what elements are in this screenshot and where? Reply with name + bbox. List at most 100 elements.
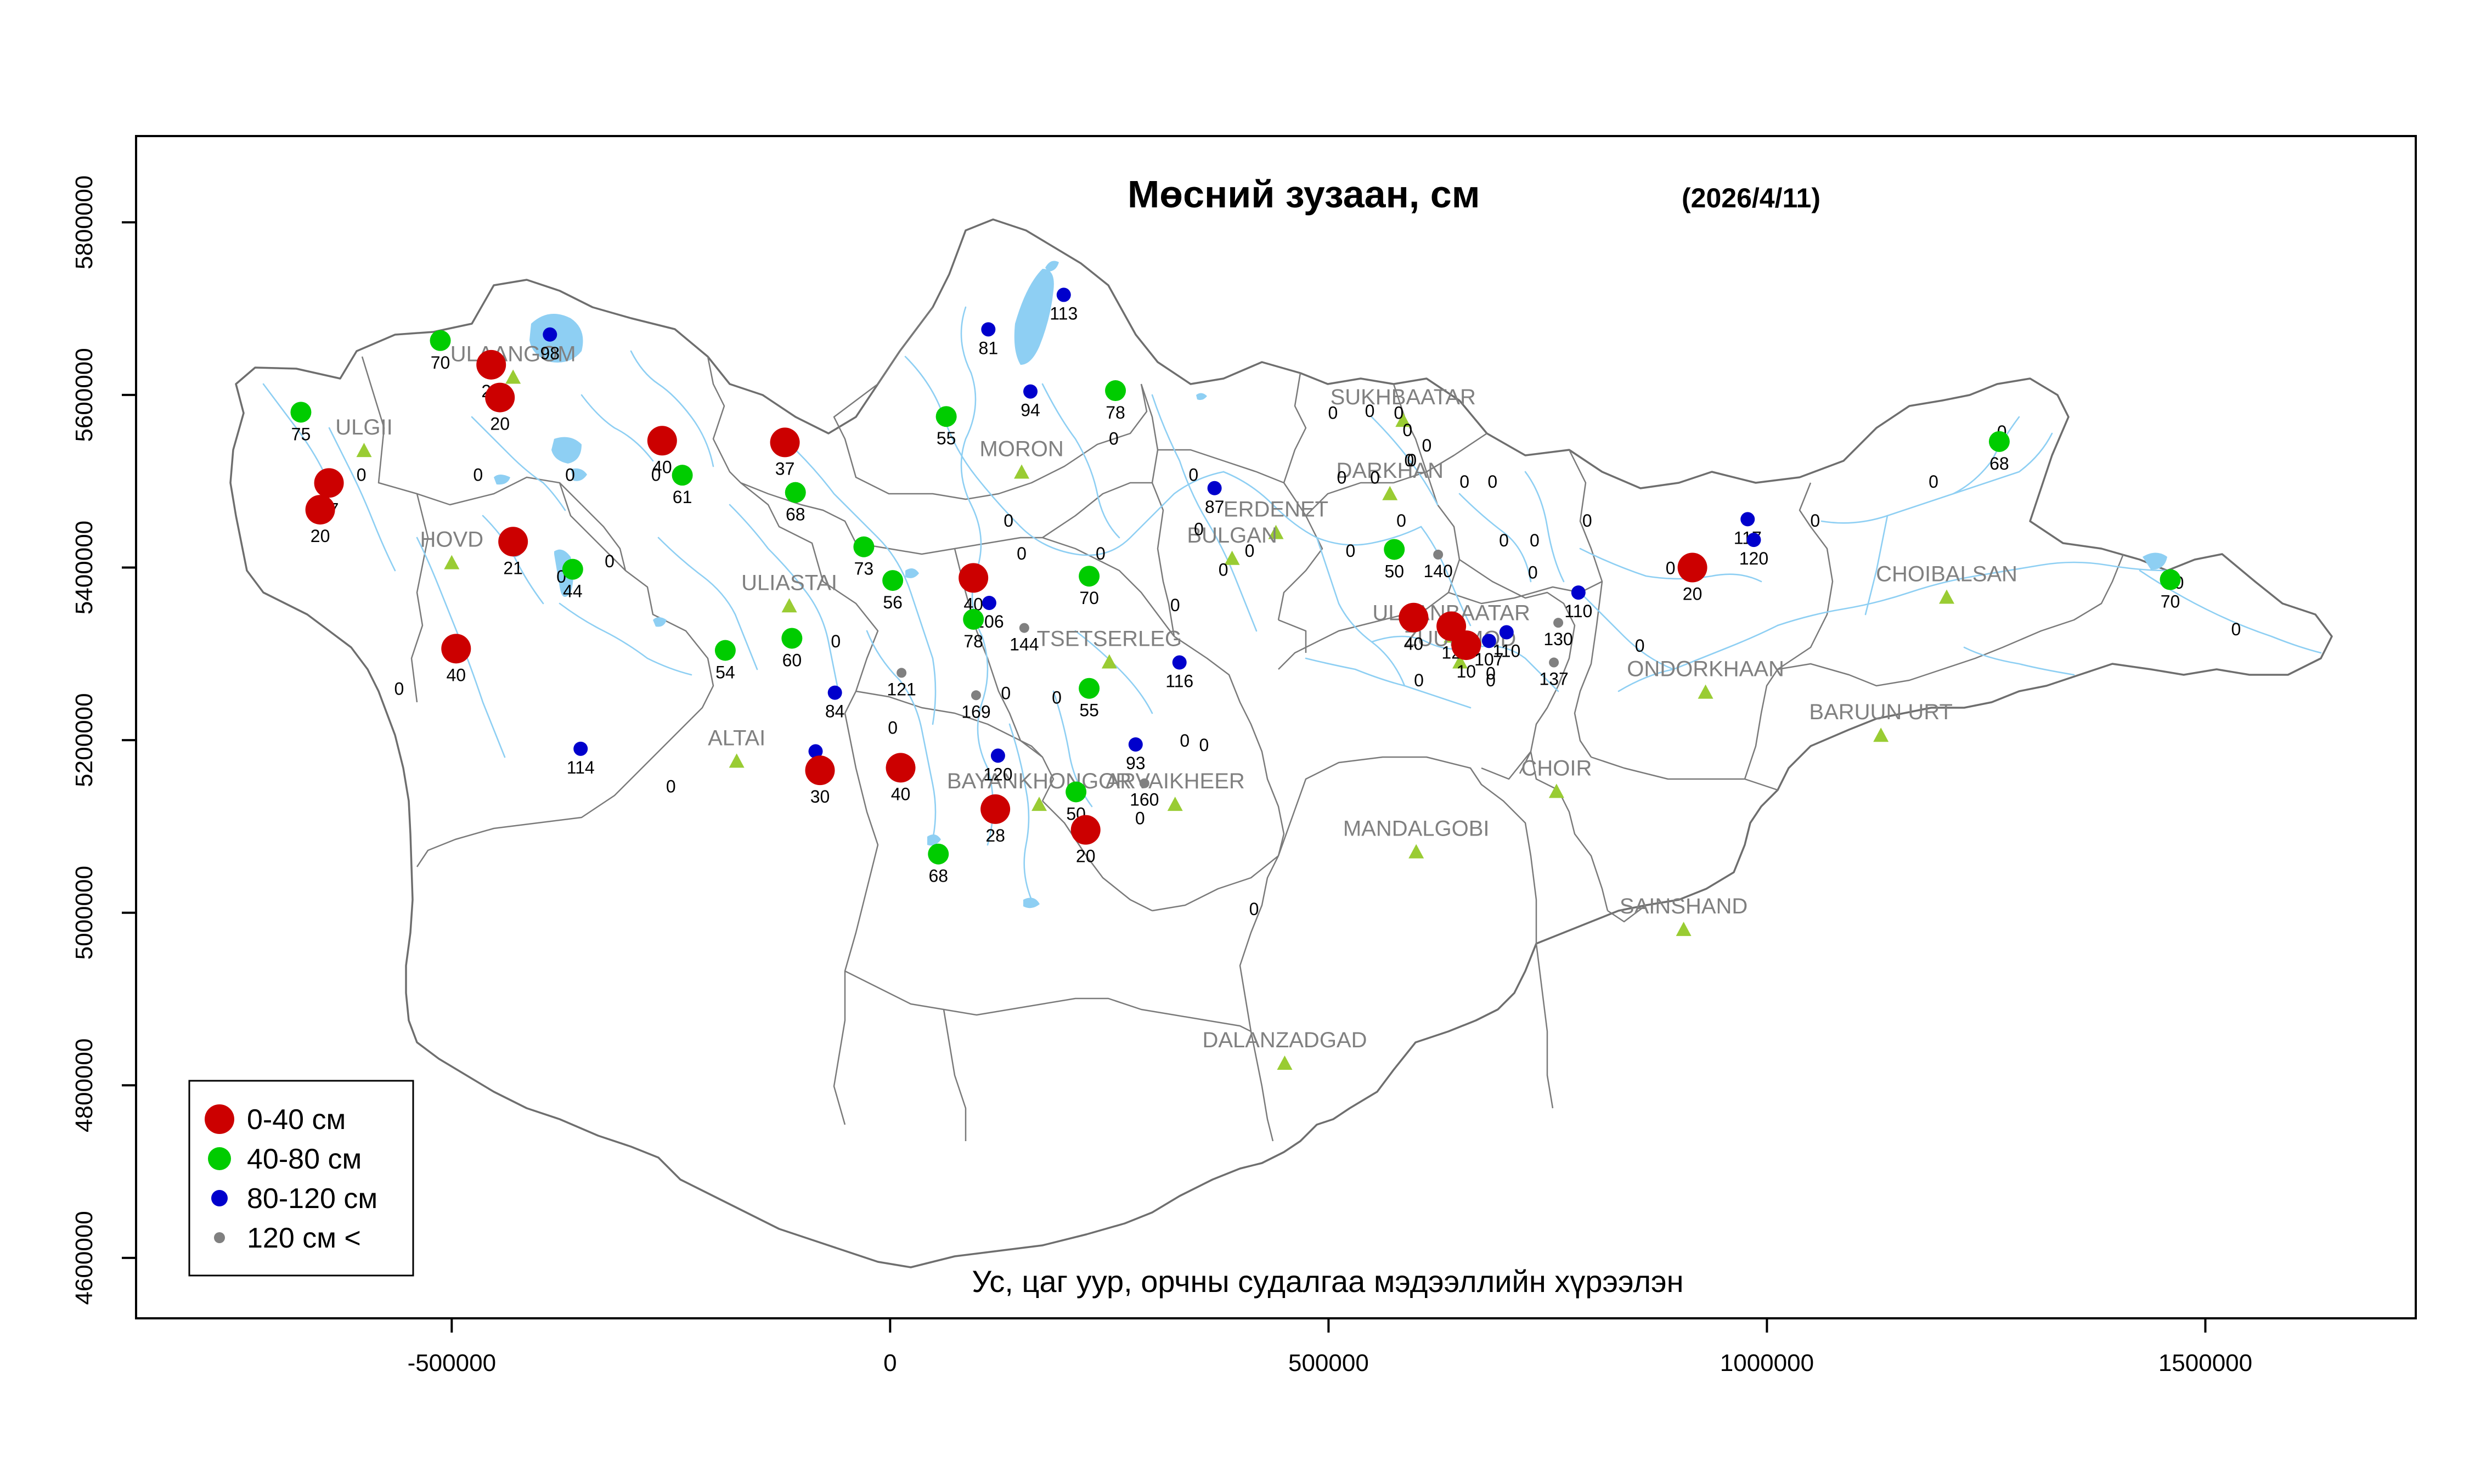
zero-value-label: 0 [1004,511,1013,531]
station-value-label: 40 [652,457,672,477]
city-label: SUKHBAATAR [1331,385,1476,409]
station-value-label: 107 [1474,650,1503,669]
city-marker [1224,550,1240,565]
city-layer: ULAANGOM ULGII HOVD ULIASTAI ALTAI MORON TSETS… [335,342,2017,1070]
zero-value-label: 0 [473,465,483,485]
station-value-label: 110 [1564,601,1592,621]
zero-value-label: 0 [1459,472,1469,492]
station-0-40 [886,753,916,783]
x-tick-label: 1500000 [2158,1350,2252,1376]
city-marker [1014,464,1030,479]
station-120-plus [1019,623,1029,633]
station-value-label: 120 [983,764,1012,784]
station-80-120 [1746,533,1761,548]
station-value-label: 30 [810,787,830,806]
zero-value-label: 0 [1394,403,1403,422]
map-title: Мөсний зузаан, см [1128,173,1480,216]
zero-value-label: 0 [1405,450,1414,470]
zero-value-label: 0 [1810,511,1820,531]
y-tick-label: 5800000 [71,176,98,269]
city-label: MANDALGOBI [1343,817,1490,841]
station-80-120 [1207,481,1222,495]
city-label: DARKHAN [1336,459,1444,483]
city-marker [1939,589,1955,604]
zero-value-label: 0 [1188,465,1198,485]
station-0-40 [498,527,528,557]
city-label: SAINSHAND [1620,894,1748,918]
station-value-label: 70 [2161,592,2180,612]
city-label: ONDORKHAAN [1627,657,1784,681]
city-marker [1031,797,1047,811]
station-40-80 [1066,781,1087,803]
station-120-plus [1549,657,1559,668]
city-marker [1548,783,1564,798]
zero-value-label: 0 [1499,531,1509,550]
city-marker [1452,654,1468,669]
station-value-label: 70 [431,353,450,373]
zero-value-label: 0 [394,679,404,699]
zero-value-label: 0 [651,465,661,485]
station-value-label: 68 [786,505,805,524]
city-marker [781,598,797,613]
station-value-label: 120 [1739,549,1768,568]
station-value-label: 37 [775,459,795,478]
station-value-label: 93 [1126,753,1146,773]
station-value-label: 116 [1165,672,1193,691]
city-label: ULAANGOM [450,342,576,366]
station-value-label: 55 [1079,701,1099,720]
y-tick-label: 5200000 [71,693,98,787]
station-0-40 [1070,815,1101,845]
station-value-label: 144 [1010,635,1039,654]
station-value-label: 137 [1539,669,1568,689]
plot-frame [135,135,2417,1319]
city-marker [1676,922,1692,936]
city-marker [1395,413,1411,427]
city-label: CHOIR [1521,756,1592,780]
station-40-80 [963,608,984,630]
station-0-40 [314,468,344,498]
station-80-120 [1128,737,1143,752]
city-label: ARVAIKHEER [1106,769,1245,793]
y-tick-label: 5400000 [71,521,98,614]
zero-value-label: 0 [357,465,367,485]
station-value-label: 78 [1106,403,1125,422]
legend-swatch-120-plus [214,1232,225,1243]
zero-value-label: 0 [1180,731,1190,751]
city-marker [1268,524,1284,539]
city-marker [1698,684,1713,699]
station-40-80 [882,570,904,591]
station-40-80 [781,628,803,649]
zero-value-label: 0 [1370,467,1380,487]
station-value-label: 20 [311,526,330,546]
station-value-label: 75 [291,424,311,444]
station-80-120 [981,322,996,337]
zero-value-label: 0 [2231,619,2241,639]
city-label: HOVD [420,528,484,552]
city-label: ULIASTAI [741,571,837,595]
city-label: BAYANKHONGOR [947,769,1131,793]
station-0-40 [485,382,515,413]
station-value-label: 94 [1021,400,1040,420]
station-value-label: 55 [937,428,956,448]
station-40-80 [928,843,949,865]
zero-value-label: 0 [1245,541,1255,561]
y-tick-label: 4800000 [71,1039,98,1132]
zero-value-label: 0 [1396,511,1406,531]
station-40-80 [1079,566,1100,587]
station-40-80 [1384,539,1405,560]
station-120-plus [971,690,981,701]
y-tick-label: 5600000 [71,348,98,442]
city-label: DALANZADGAD [1202,1028,1367,1052]
country-border [229,218,2333,1268]
station-80-120 [1481,634,1496,648]
station-120-plus [897,668,907,678]
city-label: CHOIBALSAN [1876,562,2017,586]
station-80-120 [1023,384,1038,399]
station-80-120 [1172,655,1187,670]
zero-value-label: 0 [1199,735,1209,755]
station-0-40 [1399,602,1429,633]
zero-value-label: 0 [1328,403,1338,422]
station-value-label: 160 [1130,790,1159,810]
station-value-label: 68 [928,866,948,886]
city-label: BULGAN [1187,523,1277,548]
